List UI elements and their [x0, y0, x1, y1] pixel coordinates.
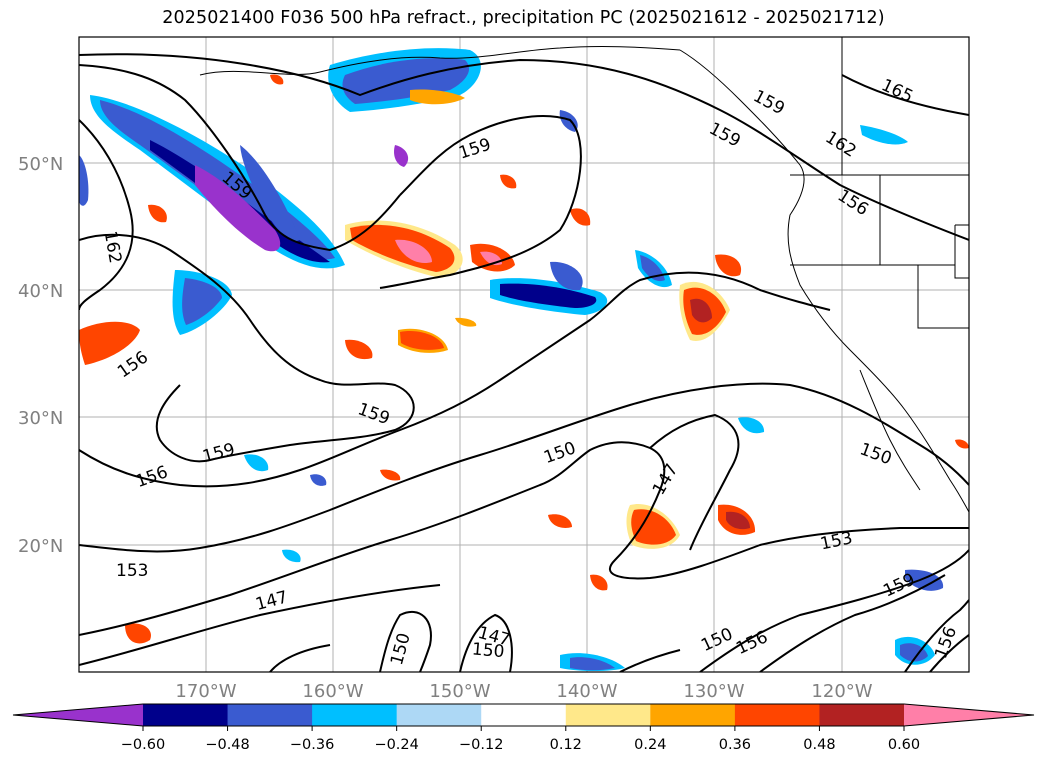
colorbar: −0.60 −0.48 −0.36 −0.24 −0.12 0.12 0.24 0.36 0.4…	[13, 704, 1034, 753]
contour-label: 150	[471, 639, 505, 662]
lon-label: 160°W	[302, 681, 363, 702]
contour-label: 153	[116, 561, 148, 581]
lat-axis-labels: 50°N 40°N 30°N 20°N	[18, 154, 63, 557]
colorbar-segment	[481, 704, 566, 726]
lon-label: 140°W	[556, 681, 617, 702]
colorbar-tick-label: 0.24	[634, 737, 666, 753]
lat-label: 40°N	[18, 281, 63, 302]
colorbar-segment	[397, 704, 482, 726]
colorbar-tick-label: −0.12	[459, 737, 503, 753]
colorbar-segment	[228, 704, 313, 726]
colorbar-ticks: −0.60 −0.48 −0.36 −0.24 −0.12 0.12 0.24 0.36 0.4…	[121, 726, 920, 753]
colorbar-tick-label: 0.60	[888, 737, 920, 753]
colorbar-segment	[312, 704, 397, 726]
lon-label: 150°W	[429, 681, 490, 702]
colorbar-extend-min	[13, 704, 143, 726]
colorbar-segment	[819, 704, 904, 726]
lat-label: 50°N	[18, 154, 63, 175]
colorbar-segment	[735, 704, 820, 726]
colorbar-segment	[650, 704, 735, 726]
lat-label: 30°N	[18, 408, 63, 429]
colorbar-tick-label: −0.24	[374, 737, 418, 753]
colorbar-tick-label: −0.36	[290, 737, 334, 753]
colorbar-tick-label: 0.12	[550, 737, 582, 753]
colorbar-tick-label: −0.48	[205, 737, 249, 753]
colorbar-segment	[566, 704, 651, 726]
colorbar-tick-label: 0.48	[803, 737, 835, 753]
colorbar-segments	[13, 704, 1034, 726]
lon-label: 170°W	[175, 681, 236, 702]
lat-label: 20°N	[18, 536, 63, 557]
lon-axis-labels: 170°W 160°W 150°W 140°W 130°W 120°W	[175, 681, 872, 702]
colorbar-segment	[143, 704, 228, 726]
colorbar-tick-label: −0.60	[121, 737, 165, 753]
colorbar-tick-label: 0.36	[719, 737, 751, 753]
lon-label: 120°W	[811, 681, 872, 702]
lon-label: 130°W	[683, 681, 744, 702]
colorbar-extend-max	[904, 704, 1034, 726]
